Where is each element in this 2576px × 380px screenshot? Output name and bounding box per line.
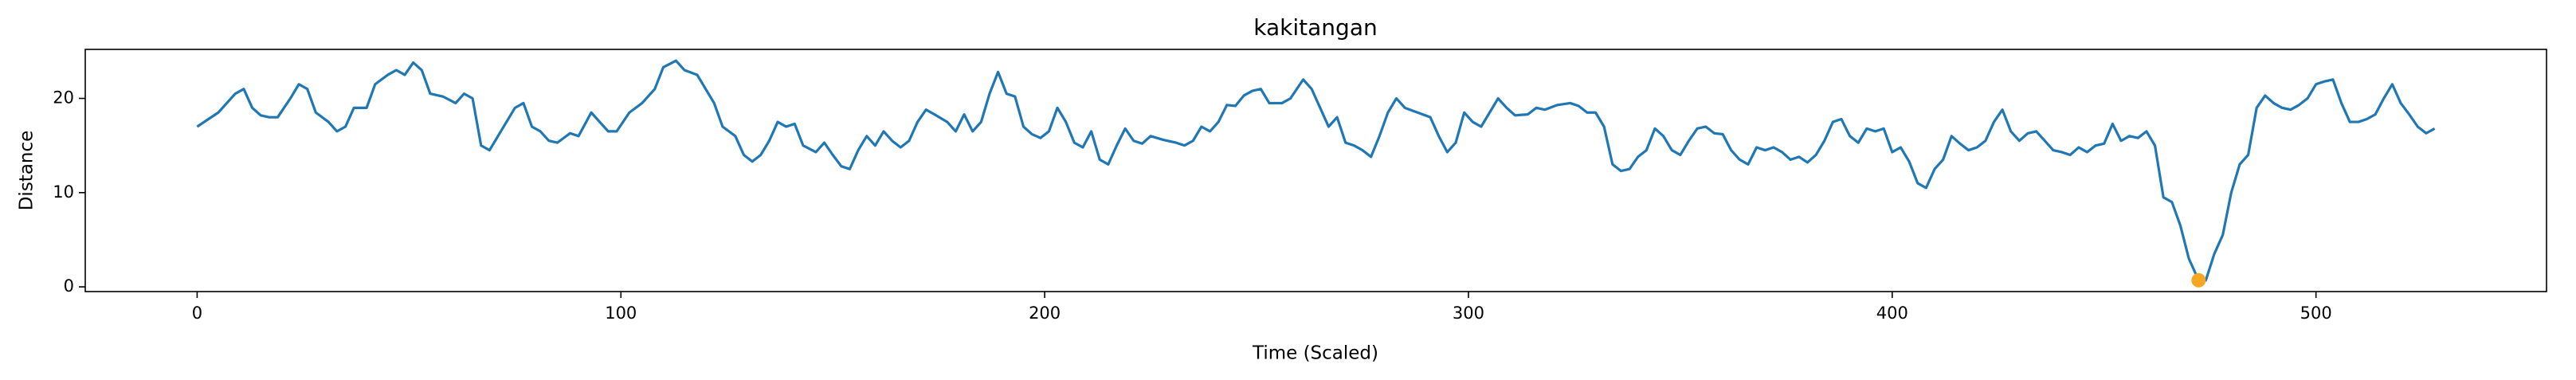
y-tick-label: 10 [53,182,74,202]
highlight-point [2191,272,2206,288]
y-tick-label: 0 [64,276,74,296]
x-tick-label: 0 [192,304,202,323]
x-tick-label: 400 [1876,304,1908,323]
chart-title: kakitangan [1253,14,1377,41]
x-axis-label: Time (Scaled) [1252,343,1378,364]
x-tick-label: 100 [605,304,637,323]
plot-frame [84,49,2547,292]
x-tick-label: 300 [1453,304,1484,323]
x-tick-label: 500 [2300,304,2332,323]
y-axis-label: Distance [17,131,37,211]
y-tick-label: 20 [53,88,74,108]
x-tick-label: 200 [1029,304,1061,323]
data-line [196,59,2436,282]
